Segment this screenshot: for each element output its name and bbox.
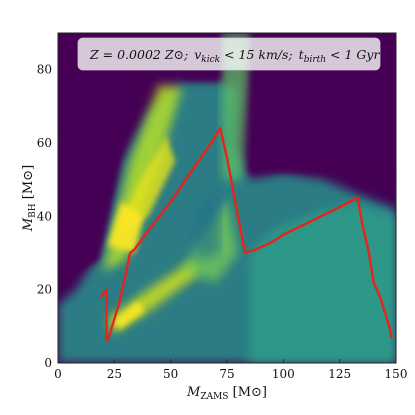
annotation-box: Z = 0.0002 Z⊙; vkick < 15 km/s; tbirth < 1… [77, 37, 380, 71]
annotation-tbirth-rest: < 1 Gyr [326, 47, 380, 62]
density-hotspot-lower [114, 300, 144, 330]
heatmap-density [58, 33, 396, 363]
y-tick-label: 40 [37, 209, 52, 223]
x-tick-label: 25 [107, 367, 122, 381]
annotation-vkick-rest: < 15 km/s; [220, 47, 293, 62]
heatmap [58, 33, 396, 363]
annotation-tbirth: t [299, 47, 305, 62]
density-region-right [249, 201, 396, 363]
bh-mass-track-line [99, 127, 393, 343]
y-tick-label: 80 [37, 63, 52, 77]
y-tick-label: 0 [44, 356, 52, 370]
density-gap-mid [193, 187, 221, 261]
density-fan-core [116, 135, 176, 231]
x-tick-label: 150 [385, 367, 408, 381]
x-tick-label: 125 [328, 367, 351, 381]
x-tick-label: 75 [219, 367, 234, 381]
annotation-vkick-sub: kick [201, 55, 220, 65]
x-axis-label: MZAMS [M⊙] [186, 385, 267, 402]
density-gap-left [58, 33, 149, 283]
y-axis-label: MBH [M⊙] [21, 165, 38, 232]
x-tick-label: 50 [163, 367, 178, 381]
annotation-vkick: v [194, 47, 201, 62]
x-tick-label: 100 [272, 367, 295, 381]
density-hotspot-upper [107, 201, 144, 253]
y-tick-label: 60 [37, 136, 52, 150]
y-axis: 0 20 40 60 80 [37, 63, 62, 370]
annotation-text: Z = 0.0002 Z⊙; vkick < 15 km/s; tbirth < 1… [89, 47, 380, 65]
x-tick-label: 0 [54, 367, 62, 381]
x-axis: 0 25 50 75 100 125 150 [54, 359, 407, 381]
annotation-metallicity: Z = 0.0002 Z⊙; [89, 47, 188, 62]
y-tick-label: 20 [37, 283, 52, 297]
annotation-tbirth-sub: birth [304, 55, 326, 65]
